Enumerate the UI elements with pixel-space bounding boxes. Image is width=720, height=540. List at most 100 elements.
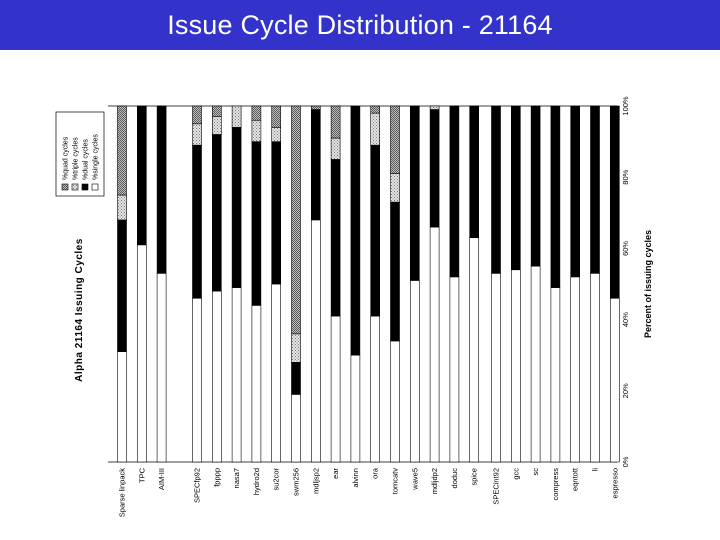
bar-segment [137, 244, 147, 463]
category-label: ora [371, 467, 380, 479]
bar-segment [429, 226, 440, 463]
bar-segment [330, 315, 341, 463]
bar-segment [137, 105, 147, 246]
bar-segment [350, 354, 361, 463]
bar-segment [117, 194, 127, 221]
bar-segment [271, 127, 281, 142]
bar-segment [390, 340, 400, 463]
category-label: compress [551, 468, 560, 501]
bar-segment [510, 105, 521, 271]
bar-segment [192, 123, 202, 146]
bar-segment [330, 105, 341, 139]
bar-segment [291, 105, 301, 335]
bar-segment [231, 287, 242, 463]
chart-container: 0% 20% 40% 60% 80% 100% Percent of issuing cyc… [40, 86, 680, 530]
category-label: fpppp [212, 468, 221, 487]
category-label: SPECint92 [492, 468, 501, 505]
category-label: doduc [450, 468, 459, 489]
bar-segment [409, 280, 420, 463]
category-label: wave5 [410, 468, 419, 491]
bar-segment [117, 351, 127, 463]
bar-segment [251, 141, 262, 306]
legend-swatch [91, 183, 99, 191]
value-tick-label: 80% [621, 169, 630, 184]
chart: 0% 20% 40% 60% 80% 100% Percent of issuing cyc… [55, 96, 653, 517]
bar-segment [271, 105, 281, 128]
bar-segment [370, 144, 381, 317]
bar-segment [231, 105, 242, 128]
bar-segment [271, 141, 281, 285]
bar-segment [330, 137, 341, 160]
chart-legend: %quad cycles %triple cycles %dual cycles %s… [55, 111, 105, 197]
legend-swatch [71, 183, 79, 191]
bar-segment [491, 273, 501, 463]
category-label: espresso [610, 468, 619, 498]
bar-segment [469, 237, 480, 463]
bar-segment [192, 297, 202, 463]
legend-label: %quad cycles [63, 136, 70, 180]
bar-segment [390, 201, 400, 342]
category-label: tomcatv [391, 468, 400, 495]
bar-segment [550, 287, 561, 463]
bar-segment [251, 105, 262, 121]
category-label: sc [531, 468, 540, 476]
slide-title: Issue Cycle Distribution - 21164 [167, 9, 553, 40]
bar-segment [291, 394, 301, 463]
bar-segment [212, 134, 222, 292]
bar-segment [310, 109, 321, 221]
bar-segment [310, 219, 321, 463]
bar-segment [156, 273, 167, 463]
category-label: swm256 [292, 468, 301, 496]
bar-segment [469, 105, 480, 239]
value-tick-label: 20% [621, 383, 630, 398]
category-label: SPECfp92 [193, 468, 202, 503]
category-label: mdljsp2 [311, 468, 320, 494]
bar-segment [590, 273, 600, 463]
bar-segment [409, 105, 420, 281]
category-label: Sparse linpack [118, 468, 127, 517]
bar-segment [251, 305, 262, 463]
category-label: hydro2d [252, 468, 261, 495]
bar-segment [117, 219, 127, 352]
bar-segment [117, 105, 127, 196]
bar-segment [231, 127, 242, 288]
bar-segment [550, 105, 561, 288]
value-axis-title: Percent of issuing cycles [643, 230, 653, 338]
bar-segment [291, 333, 301, 363]
bar-segment [212, 105, 222, 117]
bar-segment [192, 144, 202, 299]
category-label: gcc [511, 468, 520, 480]
bar-segment [590, 105, 600, 274]
bar-segment [212, 290, 222, 463]
legend-label: %single cycles [93, 134, 100, 180]
bar-segment [271, 283, 281, 463]
legend-label: %dual cycles [83, 139, 90, 180]
value-tick-label: 100% [621, 96, 630, 116]
category-label: alvinn [351, 468, 360, 488]
bar-segment [291, 362, 301, 395]
bar-segment [530, 265, 541, 463]
bar-segment [609, 297, 620, 463]
legend-swatch [61, 183, 69, 191]
value-tick-label: 40% [621, 312, 630, 327]
bar-segment [449, 276, 460, 463]
value-tick-label: 60% [621, 241, 630, 256]
category-label: AIM-III [157, 468, 166, 490]
bar-segment [330, 159, 341, 317]
bar-segment [449, 105, 460, 278]
bar-segment [350, 105, 361, 356]
category-label: mdljdp2 [430, 468, 439, 494]
bar-segment [390, 173, 400, 203]
bar-segment [491, 105, 501, 274]
bar-segment [429, 109, 440, 228]
bar-segment [510, 269, 521, 463]
category-label: li [591, 468, 600, 472]
category-label: spice [470, 468, 479, 486]
bar-segment [570, 105, 581, 278]
bar-segment [156, 105, 167, 274]
category-label: su2cor [272, 468, 281, 491]
bar-segment [530, 105, 541, 267]
bar-segment [390, 105, 400, 174]
legend-box [55, 111, 105, 197]
bar-segment [370, 105, 381, 114]
